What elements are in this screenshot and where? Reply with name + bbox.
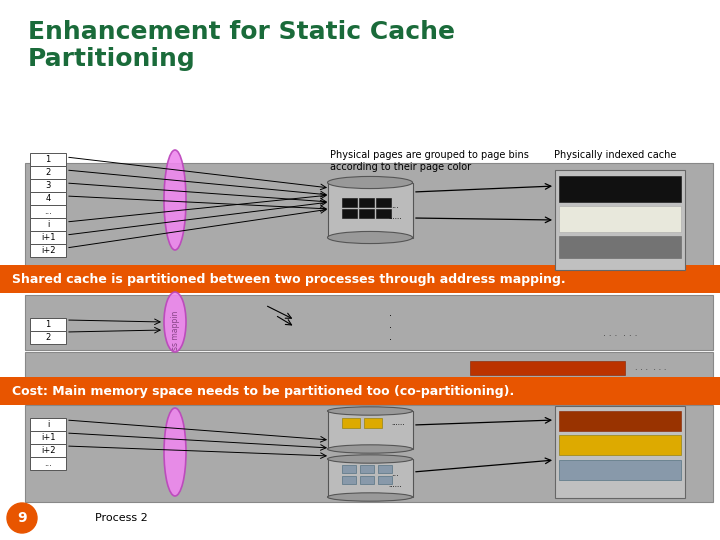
Ellipse shape — [328, 232, 413, 244]
Bar — [30, 431, 66, 444]
Bar — [376, 209, 391, 218]
Bar — [376, 198, 391, 207]
Bar — [30, 218, 66, 231]
Text: ...: ... — [391, 469, 399, 478]
Bar — [559, 411, 681, 431]
Bar — [559, 460, 681, 480]
Text: 4: 4 — [45, 194, 50, 203]
Bar — [360, 476, 374, 484]
Bar — [30, 318, 66, 331]
Bar — [328, 411, 413, 449]
Bar — [25, 295, 713, 350]
Bar — [30, 444, 66, 457]
Bar — [30, 192, 66, 205]
Bar — [30, 457, 66, 470]
Ellipse shape — [164, 150, 186, 250]
Bar — [559, 206, 681, 232]
Text: i+1: i+1 — [41, 233, 55, 242]
Bar — [328, 459, 413, 497]
Bar — [30, 418, 66, 431]
Text: i: i — [47, 220, 49, 229]
Bar — [378, 465, 392, 473]
Text: 1: 1 — [45, 320, 50, 329]
Text: 2: 2 — [45, 333, 50, 342]
Text: 9: 9 — [17, 511, 27, 525]
Bar — [555, 170, 685, 270]
Bar — [378, 476, 392, 484]
Bar — [342, 198, 357, 207]
Text: i: i — [47, 420, 49, 429]
Text: Process 2: Process 2 — [95, 513, 148, 523]
Ellipse shape — [164, 292, 186, 352]
Bar — [359, 209, 374, 218]
Text: ·
·
·: · · · — [389, 312, 392, 345]
Text: Partitioning: Partitioning — [28, 47, 196, 71]
Text: 1: 1 — [45, 155, 50, 164]
Bar — [555, 406, 685, 498]
Ellipse shape — [328, 177, 413, 188]
Text: 2: 2 — [45, 168, 50, 177]
Bar — [559, 236, 681, 258]
Text: ......: ...... — [388, 214, 402, 220]
Bar — [360, 465, 374, 473]
Text: ss mappin: ss mappin — [171, 310, 179, 350]
Bar — [25, 405, 713, 502]
Bar — [559, 435, 681, 455]
Ellipse shape — [328, 445, 413, 453]
Bar — [342, 465, 356, 473]
Text: i+2: i+2 — [41, 446, 55, 455]
Bar — [364, 418, 382, 428]
Text: Shared cache is partitioned between two processes through address mapping.: Shared cache is partitioned between two … — [12, 273, 566, 286]
Bar — [30, 179, 66, 192]
Text: ...: ... — [391, 201, 399, 211]
Bar — [30, 231, 66, 244]
Text: ......: ...... — [391, 420, 405, 426]
Text: Enhancement for Static Cache: Enhancement for Static Cache — [28, 20, 455, 44]
Text: ......: ...... — [388, 482, 402, 488]
Ellipse shape — [328, 455, 413, 463]
Text: i+1: i+1 — [41, 433, 55, 442]
Text: ...: ... — [44, 207, 52, 216]
Bar — [328, 183, 413, 238]
Bar — [30, 166, 66, 179]
Bar — [0, 377, 720, 405]
Text: . . .  . . .: . . . . . . — [603, 328, 637, 338]
Text: Cost: Main memory space needs to be partitioned too (co-partitioning).: Cost: Main memory space needs to be part… — [12, 384, 514, 397]
Ellipse shape — [328, 493, 413, 501]
Bar — [25, 163, 713, 275]
Text: 3: 3 — [45, 181, 50, 190]
Bar — [342, 209, 357, 218]
Text: Physical pages are grouped to page bins
according to their page color: Physical pages are grouped to page bins … — [330, 150, 529, 172]
Bar — [30, 331, 66, 344]
Bar — [0, 265, 720, 293]
Bar — [342, 476, 356, 484]
Bar — [342, 418, 360, 428]
Circle shape — [7, 503, 37, 533]
Text: i+2: i+2 — [41, 246, 55, 255]
Ellipse shape — [328, 407, 413, 415]
Ellipse shape — [164, 408, 186, 496]
Bar — [359, 198, 374, 207]
Text: Physically indexed cache: Physically indexed cache — [554, 150, 676, 160]
Text: . . .  . . .: . . . . . . — [635, 363, 667, 373]
Bar — [470, 361, 625, 375]
Bar — [30, 205, 66, 218]
Bar — [559, 176, 681, 202]
Bar — [25, 352, 713, 380]
Bar — [30, 153, 66, 166]
Bar — [30, 244, 66, 257]
Text: ...: ... — [44, 459, 52, 468]
